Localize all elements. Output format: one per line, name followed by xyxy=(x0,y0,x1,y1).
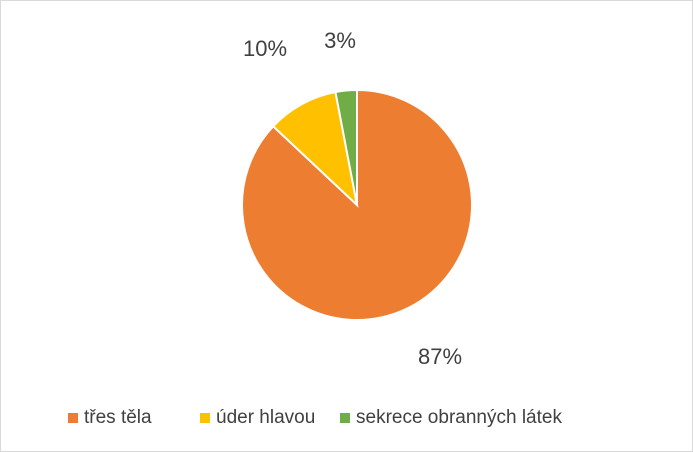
pie-slice xyxy=(334,88,358,206)
legend-label: sekrece obranných látek xyxy=(356,407,562,428)
legend-label: úder hlavou xyxy=(216,407,315,428)
legend-marker xyxy=(200,413,210,423)
data-label: 3% xyxy=(324,28,356,53)
legend-marker xyxy=(340,413,350,423)
pie-slice xyxy=(271,90,359,208)
data-label: 87% xyxy=(418,344,462,369)
data-label: 10% xyxy=(243,36,287,61)
legend-label: třes těla xyxy=(84,407,152,428)
legend-marker xyxy=(68,413,78,423)
